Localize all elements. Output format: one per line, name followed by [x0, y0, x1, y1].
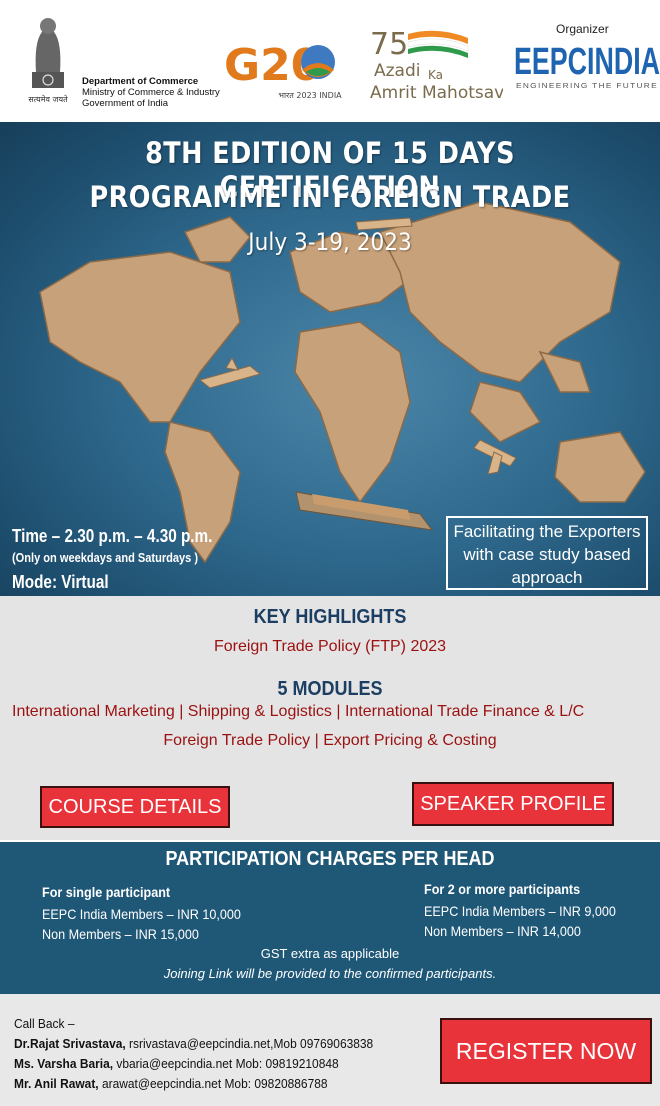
department-text: Department of Commerce Ministry of Comme… [82, 76, 220, 109]
header-logos: सत्यमेव जयते Department of Commerce Mini… [0, 0, 660, 122]
modules-list-line-2: Foreign Trade Policy | Export Pricing & … [163, 732, 497, 749]
national-emblem-icon: सत्यमेव जयते [28, 18, 68, 104]
participation-charges-section: PARTICIPATION CHARGES PER HEAD For singl… [0, 842, 660, 994]
facilitating-line-2: with case study based [463, 545, 631, 564]
azadi-ka-amrit-mahotsav-logo: 75 Azadi Ka Amrit Mahotsav [370, 27, 503, 103]
single-participant-label: For single participant [42, 884, 171, 900]
key-highlights-section: KEY HIGHLIGHTS Foreign Trade Policy (FTP… [0, 596, 660, 840]
svg-text:Organizer: Organizer [556, 22, 609, 36]
svg-text:Ka: Ka [428, 68, 443, 82]
contact-footer: Call Back – Dr.Rajat Srivastava, rsrivas… [0, 994, 660, 1106]
facilitating-box: Facilitating the Exporters with case stu… [446, 516, 648, 590]
single-members-fee: EEPC India Members – INR 10,000 [42, 906, 241, 922]
svg-text:EEPCINDIA: EEPCINDIA [514, 41, 660, 83]
g20-logo: G20 भारत 2023 INDIA [224, 40, 342, 100]
multi-participant-label: For 2 or more participants [424, 881, 581, 897]
contact-name: Dr.Rajat Srivastava, [14, 1036, 126, 1051]
modules-list-line-1: International Marketing | Shipping & Log… [12, 703, 585, 720]
facilitating-line-1: Facilitating the Exporters [453, 522, 641, 541]
programme-dates: July 3-19, 2023 [248, 228, 412, 256]
svg-text:Azadi: Azadi [374, 61, 420, 81]
contact-row: Mr. Anil Rawat, arawat@eepcindia.net Mob… [14, 1076, 328, 1091]
contact-name: Mr. Anil Rawat, [14, 1076, 99, 1091]
ftp-highlight: Foreign Trade Policy (FTP) 2023 [213, 638, 447, 655]
programme-title-line-2: PROGRAMME IN FOREIGN TRADE [89, 180, 571, 214]
hero-banner: 8TH EDITION OF 15 DAYS CERTIFICATION PRO… [0, 122, 660, 596]
charges-heading: PARTICIPATION CHARGES PER HEAD [165, 848, 495, 870]
register-now-button[interactable]: REGISTER NOW [440, 1018, 652, 1084]
single-non-members-fee: Non Members – INR 15,000 [42, 926, 199, 942]
callback-label: Call Back – [14, 1016, 75, 1031]
svg-text:सत्यमेव जयते: सत्यमेव जयते [28, 94, 68, 104]
contact-info[interactable]: rsrivastava@eepcindia.net,Mob 0976906383… [125, 1036, 374, 1051]
programme-days-note: (Only on weekdays and Saturdays ) [12, 550, 199, 565]
svg-text:75: 75 [370, 27, 408, 62]
contact-row: Dr.Rajat Srivastava, rsrivastava@eepcind… [14, 1036, 373, 1051]
multi-members-fee: EEPC India Members – INR 9,000 [424, 903, 616, 919]
contact-name: Ms. Varsha Baria, [14, 1056, 114, 1071]
speaker-profile-button[interactable]: SPEAKER PROFILE [412, 782, 614, 826]
svg-text:भारत 2023 INDIA: भारत 2023 INDIA [278, 91, 342, 100]
contact-info[interactable]: vbaria@eepcindia.net Mob: 09819210848 [113, 1056, 339, 1071]
multi-non-members-fee: Non Members – INR 14,000 [424, 923, 581, 939]
programme-title-line-1: 8TH EDITION OF 15 DAYS CERTIFICATION [145, 136, 515, 204]
programme-mode: Mode: Virtual [12, 572, 109, 592]
svg-text:Amrit Mahotsav: Amrit Mahotsav [370, 83, 503, 103]
joining-link-note: Joining Link will be provided to the con… [163, 966, 497, 981]
contact-info[interactable]: arawat@eepcindia.net Mob: 09820886788 [98, 1076, 328, 1091]
dept-line-3: Government of India [82, 98, 169, 109]
svg-text:ENGINEERING THE FUTURE: ENGINEERING THE FUTURE [516, 81, 658, 90]
dept-line-2: Ministry of Commerce & Industry [82, 87, 220, 98]
contact-row: Ms. Varsha Baria, vbaria@eepcindia.net M… [14, 1056, 339, 1071]
dept-line-1: Department of Commerce [82, 76, 199, 87]
key-highlights-heading: KEY HIGHLIGHTS [253, 606, 407, 628]
course-details-button[interactable]: COURSE DETAILS [40, 786, 230, 828]
modules-heading: 5 MODULES [277, 678, 383, 700]
eepc-india-logo: Organizer EEPCINDIA ENGINEERING THE FUTU… [514, 22, 660, 90]
gst-note: GST extra as applicable [260, 946, 400, 961]
facilitating-line-3: approach [511, 568, 583, 587]
programme-time: Time – 2.30 p.m. – 4.30 p.m. [12, 526, 213, 546]
world-map-illustration [39, 201, 646, 564]
